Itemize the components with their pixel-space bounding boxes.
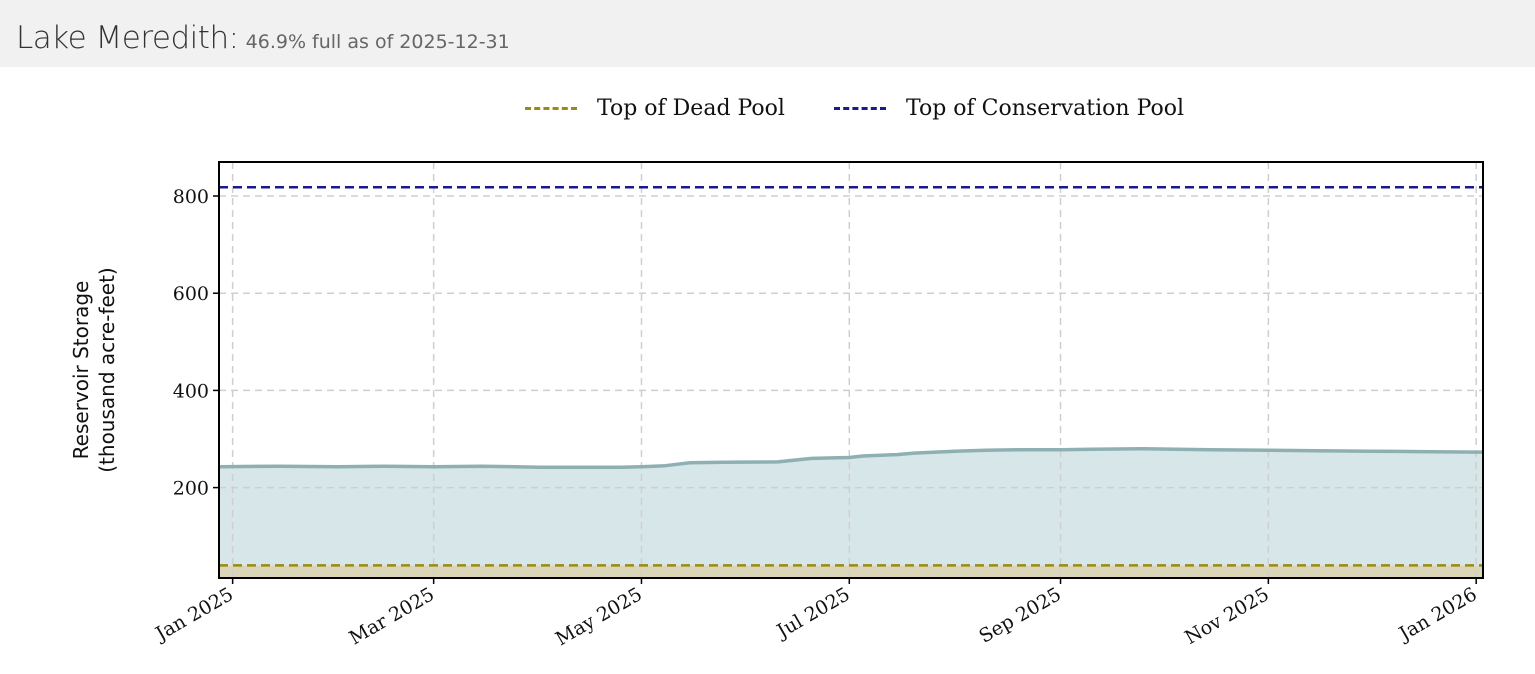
x-tick-label: Jul 2025 bbox=[771, 583, 853, 643]
x-tick-label: May 2025 bbox=[552, 583, 646, 650]
x-tick-label: Jan 2025 bbox=[150, 583, 237, 646]
status-text: 46.9% full as of 2025-12-31 bbox=[245, 31, 510, 53]
legend-item-dead-pool[interactable]: Top of Dead Pool bbox=[525, 96, 785, 121]
x-tick-label: Jan 2026 bbox=[1394, 583, 1481, 646]
lake-name: Lake Meredith: bbox=[16, 20, 239, 56]
y-tick-label: 600 bbox=[173, 283, 209, 305]
x-tick-label: Sep 2025 bbox=[975, 583, 1065, 647]
y-tick-label: 800 bbox=[173, 186, 209, 208]
y-tick-label: 400 bbox=[173, 380, 209, 402]
storage-line bbox=[218, 446, 1483, 469]
page-header: Lake Meredith: 46.9% full as of 2025-12-… bbox=[0, 0, 1535, 67]
legend-swatch-conservation-pool bbox=[834, 107, 886, 110]
page-title: Lake Meredith: 46.9% full as of 2025-12-… bbox=[16, 20, 510, 56]
x-tick-label: Mar 2025 bbox=[346, 583, 439, 649]
legend-swatch-dead-pool bbox=[525, 107, 577, 110]
x-tick-label: Nov 2025 bbox=[1181, 583, 1273, 649]
legend-item-conservation-pool[interactable]: Top of Conservation Pool bbox=[834, 96, 1184, 121]
y-axis-label-line1: Reservoir Storage bbox=[69, 281, 93, 460]
legend-label-dead-pool: Top of Dead Pool bbox=[597, 96, 785, 121]
dead-pool-fill bbox=[219, 565, 1483, 578]
y-tick-label: 200 bbox=[173, 478, 209, 500]
storage-area-fill bbox=[219, 448, 1483, 566]
plot-frame bbox=[218, 161, 1484, 579]
chart-legend: Top of Dead Pool Top of Conservation Poo… bbox=[0, 96, 1535, 128]
legend-label-conservation-pool: Top of Conservation Pool bbox=[906, 96, 1185, 121]
y-axis-label-line2: (thousand acre-feet) bbox=[95, 267, 119, 473]
